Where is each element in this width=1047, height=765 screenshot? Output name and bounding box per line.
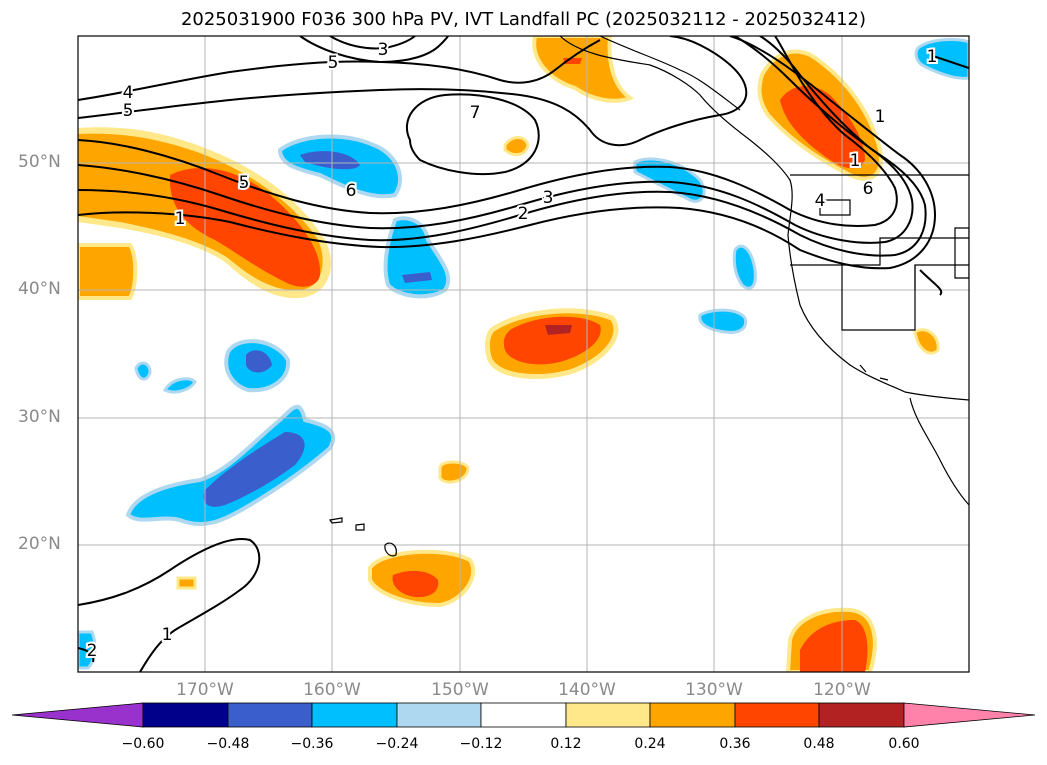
- contour-label: 4: [815, 191, 826, 211]
- map-title: 2025031900 F036 300 hPa PV, IVT Landfall…: [180, 9, 867, 30]
- contour-label: 2: [87, 641, 98, 661]
- pv-negative-anomaly-east-2: [732, 244, 757, 290]
- pv-negative-anomaly-east-3: [698, 308, 748, 334]
- pv-negative-anomaly-165w: [224, 339, 291, 393]
- pv-positive-anomaly-hawaii: [368, 549, 476, 608]
- coastlines: [328, 36, 969, 557]
- contour-label: 5: [328, 53, 339, 73]
- contour-label: 5: [239, 173, 250, 193]
- colorbar-segment: [734, 702, 820, 728]
- pv-negative-anomaly-north: [277, 134, 402, 199]
- map-frame: [77, 35, 970, 673]
- colorbar-tick-label: 0.24: [634, 736, 666, 752]
- contour-label: 5: [123, 101, 134, 121]
- colorbar-segment: [565, 702, 651, 728]
- lat-label-20n: 20°N: [18, 534, 61, 554]
- pv-positive-anomaly-southeast: [785, 607, 877, 672]
- colorbar-segment: [818, 702, 905, 728]
- lon-label-130w: 130°W: [685, 680, 743, 700]
- pv-positive-anomaly-pacific-northwest: [757, 49, 883, 181]
- pv-positive-anomaly-small-2: [438, 460, 470, 484]
- pv-negative-anomaly-small-1: [134, 361, 152, 381]
- gridlines: [78, 36, 969, 672]
- lon-label-140w: 140°W: [558, 680, 616, 700]
- colorbar-segment: [227, 702, 313, 728]
- colorbar-tick-label: −0.12: [459, 736, 503, 752]
- colorbar-extend-low: [11, 702, 144, 728]
- colorbar-extend-high: [903, 702, 1036, 728]
- contour-label: 2: [518, 204, 529, 224]
- pv-positive-anomaly-gulf-alaska: [532, 36, 635, 103]
- pv-negative-anomaly-small-2: [162, 377, 197, 394]
- colorbar-tick-label: −0.24: [375, 736, 419, 752]
- contour-label: 4: [123, 83, 134, 103]
- contour-label: 6: [346, 181, 357, 201]
- colorbar-segment: [480, 702, 567, 728]
- pv-positive-anomaly-small-4: [913, 328, 940, 355]
- colorbar-tick-label: 0.36: [719, 736, 751, 752]
- map-area: 3 5 4 5 7 5 6 1 3 2 1 6 4 1 1 2 1: [78, 36, 969, 672]
- lat-label-50n: 50°N: [18, 152, 61, 172]
- contour-labels: 3 5 4 5 7 5 6 1 3 2 1 6 4 1 1 2 1: [85, 38, 940, 663]
- pv-positive-anomaly-small-3: [176, 576, 197, 590]
- pv-positive-anomaly-west: [78, 243, 138, 300]
- lon-label-170w: 170°W: [176, 680, 234, 700]
- colorbar-tick-label: 0.12: [550, 736, 582, 752]
- colorbar-tick-label: 0.60: [888, 736, 920, 752]
- pv-negative-anomaly-southwest: [125, 404, 336, 526]
- lat-label-40n: 40°N: [18, 279, 61, 299]
- colorbar-segment: [142, 702, 229, 728]
- colorbar-segment: [396, 702, 482, 728]
- pv-positive-anomaly-small-1: [503, 136, 530, 157]
- colorbar-tick-label: −0.36: [290, 736, 334, 752]
- colorbar-segment: [311, 702, 398, 728]
- lon-label-150w: 150°W: [431, 680, 489, 700]
- lon-label-120w: 120°W: [813, 680, 871, 700]
- contour-label: 6: [863, 179, 874, 199]
- contour-label: 1: [927, 47, 938, 67]
- contour-label: 1: [875, 107, 886, 127]
- colorbar-segment: [649, 702, 736, 728]
- contour-label: 3: [378, 40, 389, 60]
- contour-label: 1: [162, 625, 173, 645]
- pv-positive-anomaly-central: [484, 308, 619, 379]
- contour-label: 7: [470, 103, 481, 123]
- colorbar-tick-label: 0.48: [803, 736, 835, 752]
- colorbar-tick-label: −0.48: [206, 736, 250, 752]
- lon-label-160w: 160°W: [303, 680, 361, 700]
- contours: [78, 36, 969, 672]
- contour-label: 3: [543, 188, 554, 208]
- contour-label: 1: [175, 209, 186, 229]
- colorbar-tick-label: −0.60: [121, 736, 165, 752]
- contour-label: 1: [850, 151, 861, 171]
- pv-negative-anomaly-east-1: [633, 157, 706, 203]
- colorbar: [11, 702, 1036, 728]
- lat-label-30n: 30°N: [18, 407, 61, 427]
